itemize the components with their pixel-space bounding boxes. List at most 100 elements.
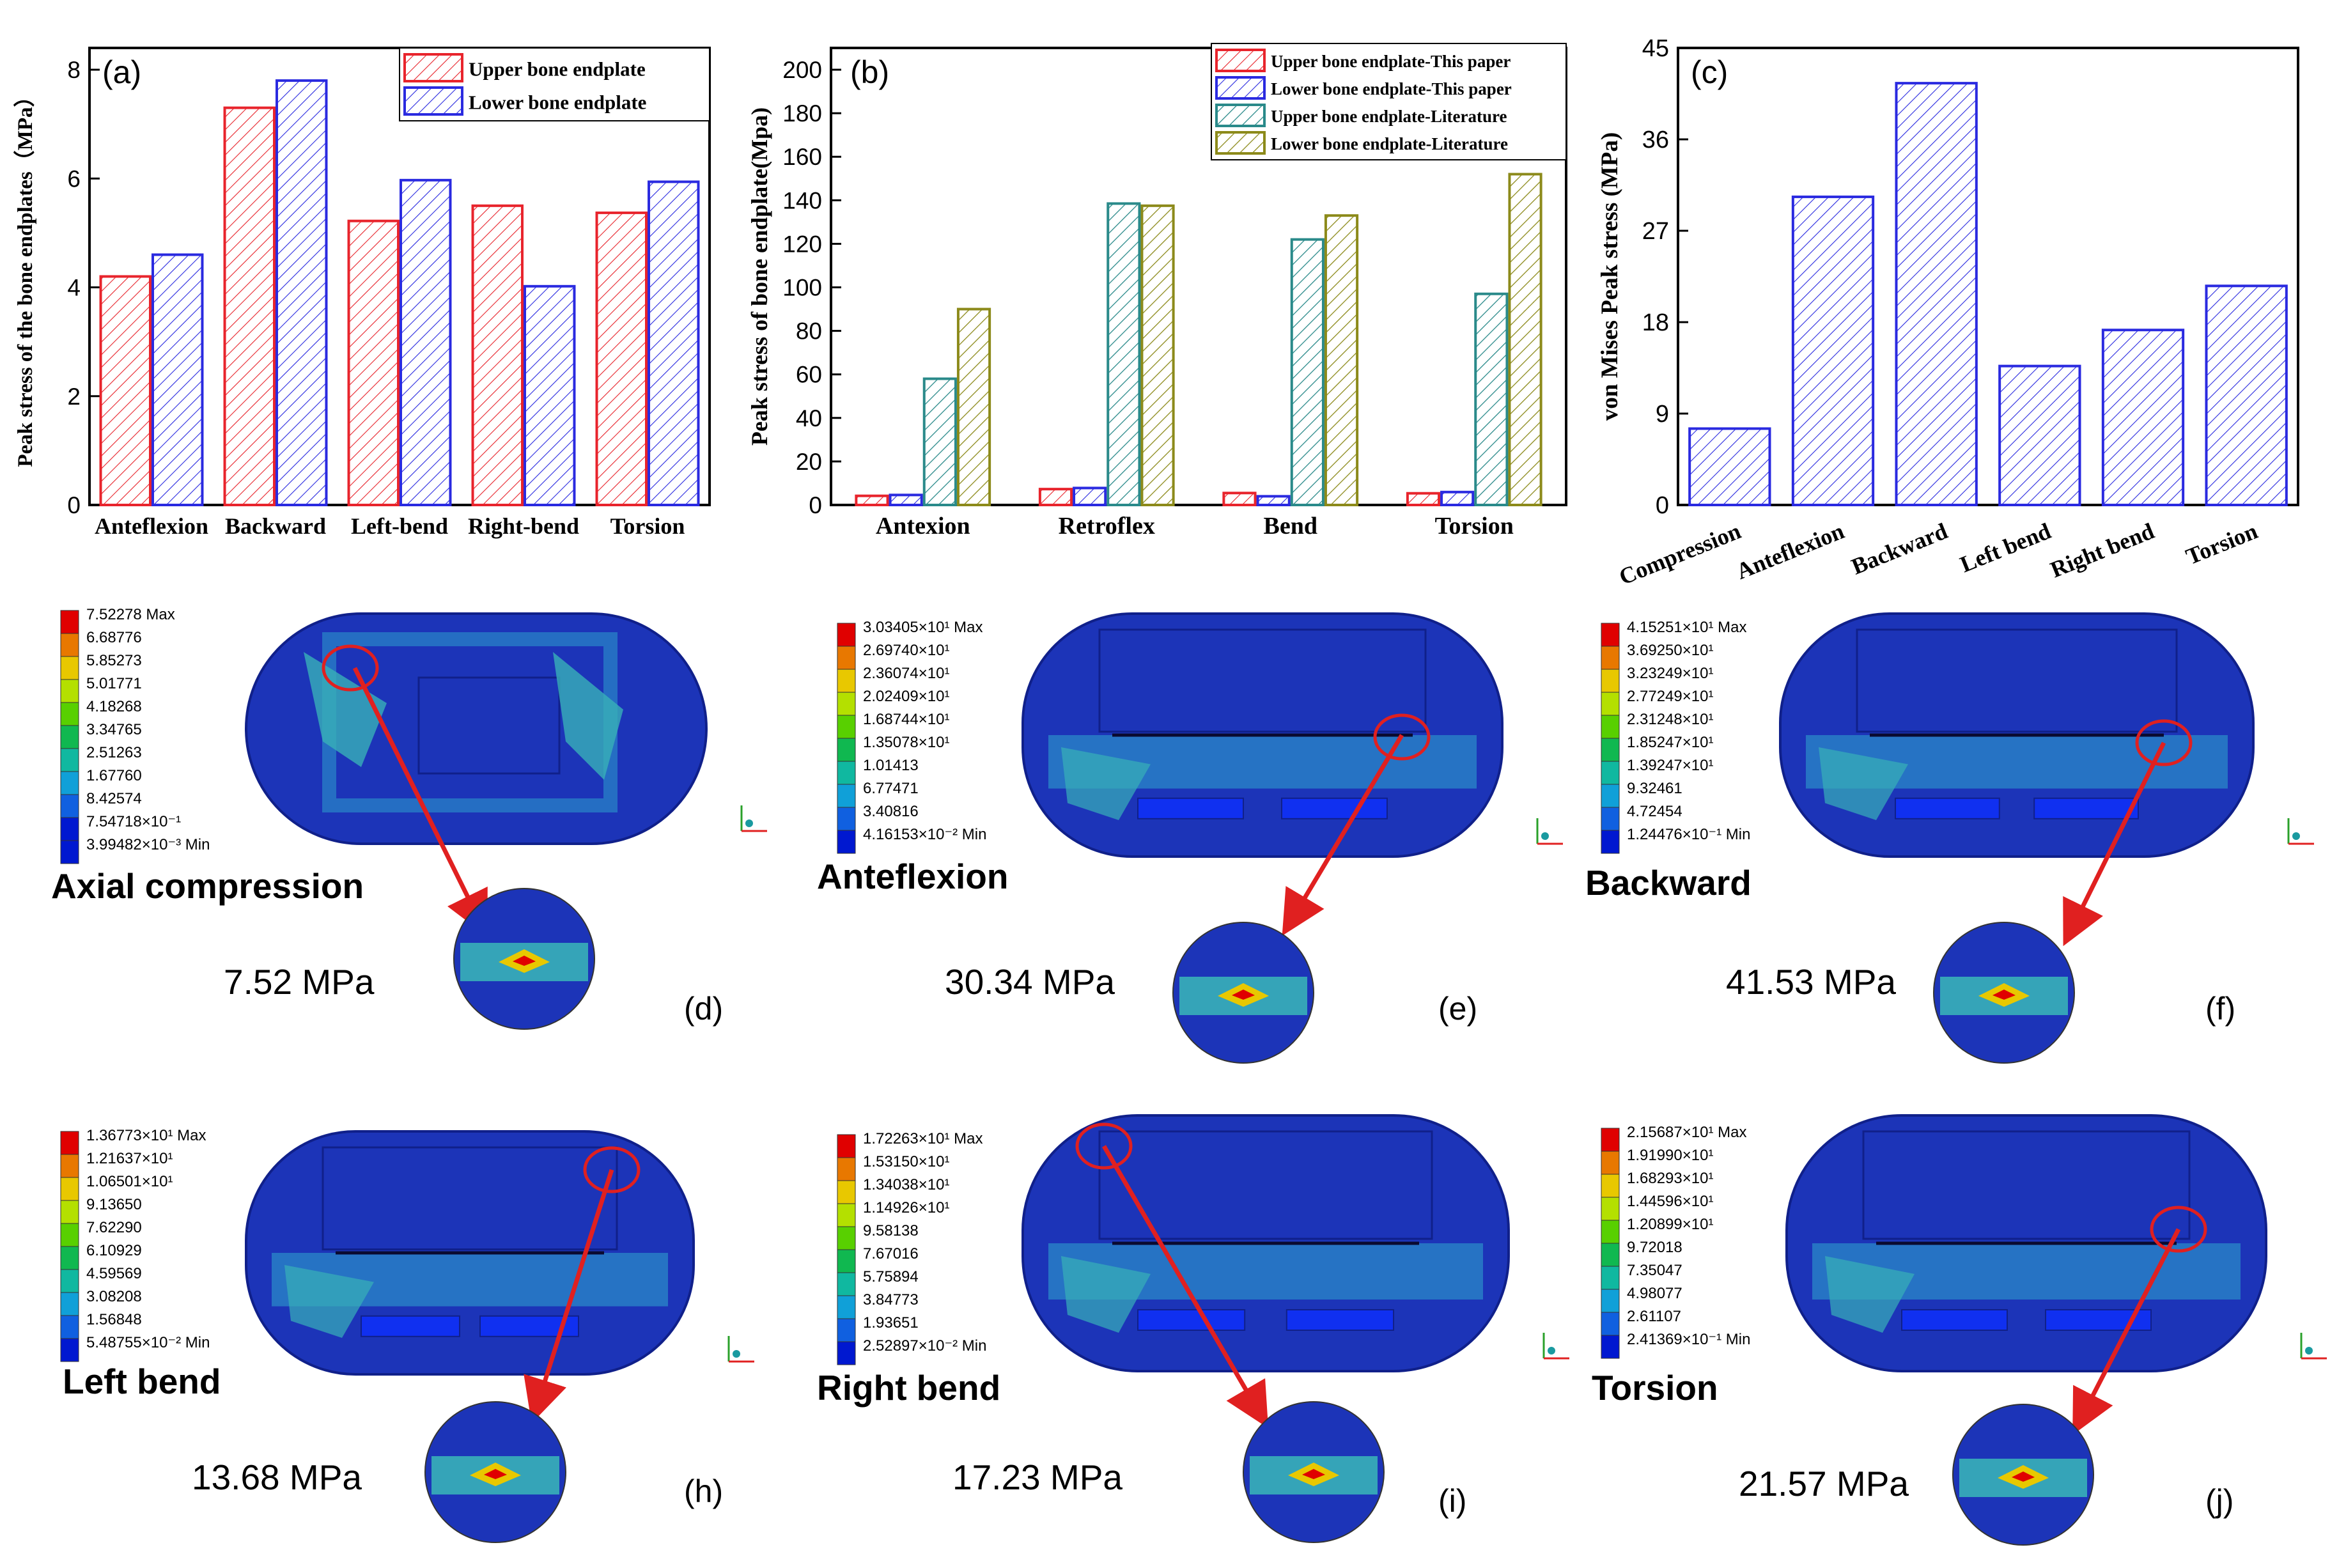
scale-swatch-h bbox=[60, 1154, 79, 1178]
x-tick-label-c: Anteflexion bbox=[1732, 518, 1847, 584]
y-axis-label-a: Peak stress of the bone endplates（MPa） bbox=[13, 86, 37, 467]
scale-label-f: 9.32461 bbox=[1627, 780, 1682, 797]
bar-c-3-0 bbox=[1998, 364, 2081, 507]
zoom-peak-d bbox=[513, 956, 536, 966]
scale-label-j: 4.98077 bbox=[1627, 1285, 1682, 1302]
scale-swatch-j bbox=[1601, 1174, 1620, 1198]
bar-a-4-0 bbox=[595, 211, 648, 506]
scale-swatch-e bbox=[837, 692, 856, 716]
axis-triad-icon bbox=[733, 1350, 740, 1358]
x-tick-label-c: Torsion bbox=[2182, 518, 2261, 570]
scale-label-f: 3.23249×10¹ bbox=[1627, 665, 1713, 682]
scale-label-h: 1.56848 bbox=[86, 1311, 142, 1328]
scale-label-f: 4.15251×10¹ Max bbox=[1627, 619, 1746, 636]
scale-swatch-h bbox=[60, 1131, 79, 1155]
scale-swatch-h bbox=[60, 1315, 79, 1339]
scale-swatch-i bbox=[837, 1318, 856, 1342]
zoom-peak-h bbox=[484, 1469, 507, 1479]
y-tick-label-b: 60 bbox=[796, 362, 822, 388]
upper-face-j bbox=[1862, 1130, 2191, 1240]
scale-swatch-e bbox=[837, 715, 856, 739]
scale-label-j: 7.35047 bbox=[1627, 1262, 1682, 1279]
panel-label-i: (i) bbox=[1438, 1483, 1466, 1519]
contour-panel-e: 3.03405×10¹ Max 2.69740×10¹ 2.36074×10¹ 2.0… bbox=[817, 612, 1563, 1064]
slot-right-i bbox=[1286, 1309, 1395, 1331]
scale-swatch-j bbox=[1601, 1312, 1620, 1336]
slot-left-e bbox=[1137, 797, 1244, 819]
scale-label-e: 3.03405×10¹ Max bbox=[863, 619, 983, 636]
scale-label-f: 3.69250×10¹ bbox=[1627, 642, 1713, 659]
contour-panel-j: 2.15687×10¹ Max 1.91990×10¹ 1.68293×10¹ 1.4… bbox=[1592, 1114, 2327, 1546]
upper-face-i bbox=[1098, 1130, 1433, 1240]
bar-c-4-0 bbox=[2101, 329, 2185, 506]
y-tick-label-a: 4 bbox=[67, 275, 81, 301]
scale-swatch-e bbox=[837, 761, 856, 785]
panel-label-c: (c) bbox=[1691, 54, 1728, 90]
bar-b-3-2 bbox=[1474, 292, 1509, 506]
scale-label-d: 7.52278 Max bbox=[86, 606, 175, 623]
scale-label-e: 4.16153×10⁻² Min bbox=[863, 826, 986, 843]
bar-c-0-0 bbox=[1688, 427, 1771, 507]
scale-swatch-j bbox=[1601, 1289, 1620, 1313]
bar-b-3-0 bbox=[1406, 492, 1441, 507]
scale-swatch-e bbox=[837, 623, 856, 647]
arrow-d bbox=[352, 667, 488, 937]
arrow-h bbox=[524, 1168, 614, 1424]
legend-swatch-a-1 bbox=[403, 86, 463, 116]
x-tick-label-b: Retroflex bbox=[1059, 513, 1155, 539]
slot-left-f bbox=[1895, 797, 2000, 819]
zoom-peak-e bbox=[1232, 990, 1255, 1000]
scale-swatch-f bbox=[1601, 715, 1620, 739]
scale-swatch-d bbox=[60, 840, 79, 864]
legend-swatch-b-0 bbox=[1215, 49, 1266, 72]
scale-label-i: 1.14926×10¹ bbox=[863, 1199, 949, 1216]
scale-swatch-f bbox=[1601, 830, 1620, 854]
scale-label-i: 9.58138 bbox=[863, 1222, 919, 1239]
slot-left-h bbox=[361, 1315, 460, 1337]
upper-face-e bbox=[1098, 628, 1427, 733]
highlight-ring-e bbox=[1373, 713, 1431, 761]
panel-label-e: (e) bbox=[1438, 991, 1477, 1027]
scale-label-i: 1.93651 bbox=[863, 1314, 919, 1331]
bar-a-1-0 bbox=[223, 106, 276, 506]
contour-panel-i: 1.72263×10¹ Max 1.53150×10¹ 1.34038×10¹ 1.1… bbox=[817, 1114, 1569, 1543]
scale-label-d: 1.67760 bbox=[86, 767, 142, 784]
scale-label-f: 2.31248×10¹ bbox=[1627, 711, 1713, 728]
scale-swatch-i bbox=[837, 1157, 856, 1181]
contour-panel-d: 7.52278 Max 6.68776 5.85273 5.01771 4.18268 3… bbox=[51, 606, 767, 1030]
slot-left-i bbox=[1137, 1309, 1246, 1331]
scale-label-h: 4.59569 bbox=[86, 1265, 142, 1282]
inner-window-d bbox=[417, 676, 561, 775]
legend-label-a-0: Upper bone endplate bbox=[469, 58, 646, 80]
zoom-peak-i bbox=[1302, 1469, 1325, 1479]
upper-face-f bbox=[1856, 628, 2178, 733]
peak-value-h: 13.68 MPa bbox=[192, 1457, 362, 1497]
x-tick-label-c: Right bend bbox=[2047, 518, 2158, 582]
x-tick-label-a: Anteflexion bbox=[95, 513, 208, 539]
load-case-title-d: Axial compression bbox=[51, 866, 364, 906]
slot-right-e bbox=[1281, 797, 1388, 819]
load-case-title-e: Anteflexion bbox=[817, 857, 1008, 896]
scale-label-d: 3.34765 bbox=[86, 721, 142, 738]
y-axis-label-b: Peak stress of bone endplate(Mpa) bbox=[747, 107, 772, 446]
bar-b-0-0 bbox=[855, 494, 889, 507]
y-tick-label-c: 0 bbox=[1656, 492, 1669, 519]
y-tick-label-a: 6 bbox=[67, 166, 81, 192]
bar-b-2-0 bbox=[1222, 492, 1257, 506]
legend-label-b-1: Lower bone endplate-This paper bbox=[1271, 79, 1512, 98]
zoom-peak-f bbox=[1993, 990, 2016, 1000]
scale-swatch-h bbox=[60, 1269, 79, 1293]
scale-swatch-h bbox=[60, 1200, 79, 1224]
scale-label-j: 1.68293×10¹ bbox=[1627, 1170, 1713, 1187]
bar-c-2-0 bbox=[1895, 82, 1978, 506]
scale-swatch-j bbox=[1601, 1197, 1620, 1221]
load-case-title-h: Left bend bbox=[63, 1362, 221, 1401]
y-tick-label-b: 20 bbox=[796, 449, 822, 475]
bar-b-0-3 bbox=[956, 307, 991, 506]
scale-label-e: 2.02409×10¹ bbox=[863, 688, 949, 705]
y-tick-label-c: 36 bbox=[1642, 127, 1669, 153]
bar-b-2-2 bbox=[1290, 238, 1324, 506]
peak-value-e: 30.34 MPa bbox=[945, 962, 1115, 1002]
axis-triad-icon bbox=[2305, 1347, 2313, 1355]
